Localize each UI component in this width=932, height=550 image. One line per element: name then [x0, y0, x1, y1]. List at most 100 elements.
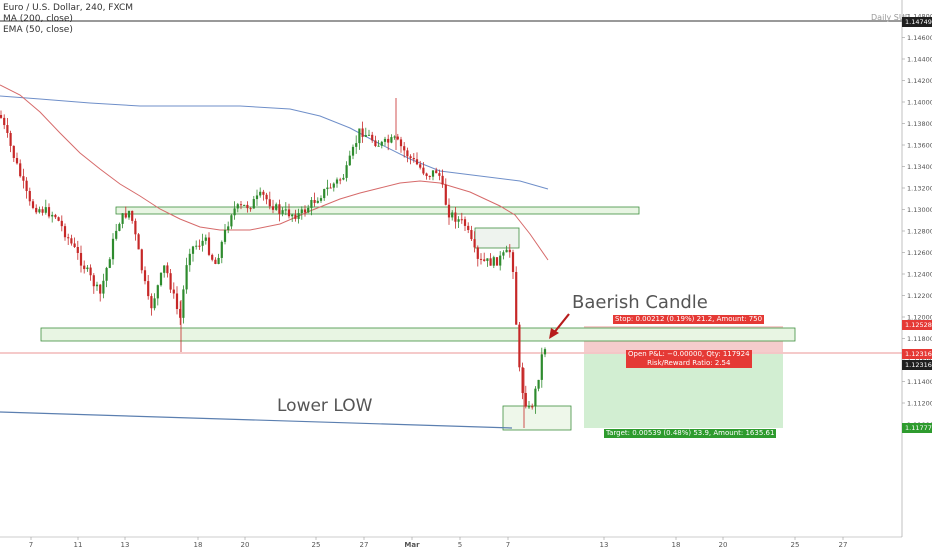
candle-body — [371, 134, 374, 141]
price-tick-label: 1.13400 — [907, 163, 932, 171]
time-tick-label: 7 — [506, 541, 510, 549]
candle-body — [79, 252, 83, 266]
candle-body — [335, 179, 339, 184]
candle-body — [495, 257, 499, 266]
candle-body — [60, 220, 63, 227]
candle-body — [252, 199, 255, 209]
candle-body — [227, 226, 230, 230]
risk-reward-line: Risk/Reward Ratio: 2.54 — [647, 359, 731, 367]
candle-body — [441, 175, 444, 185]
candle-body — [300, 209, 303, 214]
time-axis[interactable]: 7 11 13 18 20 25 27 Mar 5 7 13 18 20 25 27 — [0, 536, 902, 549]
baerish-candle-label: Baerish Candle — [572, 292, 708, 313]
candle-body — [92, 275, 95, 287]
candle-body — [428, 175, 431, 177]
price-tick-label: 1.12800 — [907, 227, 932, 235]
candle-body — [108, 259, 111, 268]
candle-body — [268, 199, 271, 207]
time-tick-label: 11 — [74, 541, 83, 549]
candle-body — [137, 234, 140, 250]
candle-body — [204, 237, 207, 241]
candle-body — [524, 392, 527, 407]
candle-body — [489, 258, 492, 266]
price-tick-label: 1.11800 — [907, 335, 932, 343]
candle-body — [537, 379, 540, 389]
candle-body — [223, 229, 227, 242]
candle-body — [99, 284, 102, 294]
candle-body — [431, 170, 435, 177]
stop-tag[interactable]: Stop: 0.00212 (0.19%) 21.2, Amount: 750 — [613, 315, 765, 324]
candle-body — [339, 179, 342, 181]
target-tag[interactable]: Target: 0.00539 (0.48%) 53.9, Amount: 16… — [604, 429, 777, 438]
candle-body — [361, 128, 364, 137]
candle-body — [51, 214, 54, 217]
candle-body — [470, 230, 473, 240]
candle-body — [182, 289, 185, 318]
candle-body — [156, 285, 159, 299]
candle-body — [473, 239, 476, 248]
candle-body — [521, 367, 524, 393]
candle-body — [25, 180, 28, 192]
candle-body — [486, 258, 489, 261]
ma-legend[interactable]: MA (200, close) — [3, 14, 73, 24]
candle-body — [95, 284, 99, 287]
price-tick-label: 1.13800 — [907, 120, 932, 128]
candle-body — [396, 136, 399, 140]
candle-body — [140, 249, 143, 271]
candle-body — [463, 219, 467, 226]
candle-body — [313, 200, 316, 203]
candle-body — [124, 213, 127, 218]
time-tick-label: 25 — [312, 541, 321, 549]
candle-body — [278, 204, 281, 214]
candle-body — [89, 267, 92, 276]
candle-body — [118, 223, 121, 231]
candle-body — [460, 219, 463, 221]
candle-body — [345, 165, 348, 178]
time-tick-label: 5 — [458, 541, 462, 549]
candle-body — [467, 225, 470, 231]
candle-body — [505, 249, 508, 253]
candle-body — [262, 191, 265, 195]
candle-body — [383, 138, 387, 142]
price-tick-label: 1.12000 — [907, 313, 932, 321]
pnl-line: Open P&L: −0.00000, Qty: 117924 — [628, 350, 750, 358]
candles — [0, 98, 547, 428]
candle-body — [31, 201, 35, 208]
ema-legend[interactable]: EMA (50, close) — [3, 25, 73, 35]
candle-body — [390, 137, 393, 143]
candle-body — [217, 257, 220, 264]
candle-body — [425, 173, 428, 176]
candle-body — [348, 155, 351, 166]
candle-body — [233, 208, 236, 216]
candle-body — [479, 258, 483, 260]
candle-body — [476, 247, 479, 259]
candle-body — [15, 157, 19, 164]
candle-body — [393, 136, 396, 138]
ma200-line — [0, 95, 549, 190]
consolidation-box — [474, 227, 520, 249]
candle-body — [57, 217, 60, 221]
candle-body — [47, 207, 51, 217]
pnl-tag[interactable]: Open P&L: −0.00000, Qty: 117924 Risk/Rew… — [626, 350, 752, 368]
candle-body — [406, 150, 409, 157]
time-tick-label: 25 — [791, 541, 800, 549]
candle-body — [188, 253, 191, 266]
candle-body — [172, 289, 175, 294]
time-tick-label: 18 — [194, 541, 203, 549]
candle-body — [131, 210, 134, 221]
price-axis[interactable]: 1.14800 1.14600 1.14400 1.14200 1.14000 1.138… — [901, 0, 932, 537]
support-box — [40, 327, 796, 342]
price-tick-label: 1.11200 — [907, 399, 932, 407]
lower-low-label: Lower LOW — [277, 396, 373, 416]
candle-body — [284, 209, 287, 211]
candle-body — [246, 204, 249, 209]
candle-body — [179, 308, 182, 318]
candle-body — [121, 213, 124, 224]
candle-body — [83, 265, 86, 270]
candle-body — [236, 204, 239, 209]
candle-body — [409, 156, 412, 159]
candle-body — [76, 246, 79, 253]
candle-body — [22, 176, 25, 181]
candle-body — [483, 259, 486, 261]
